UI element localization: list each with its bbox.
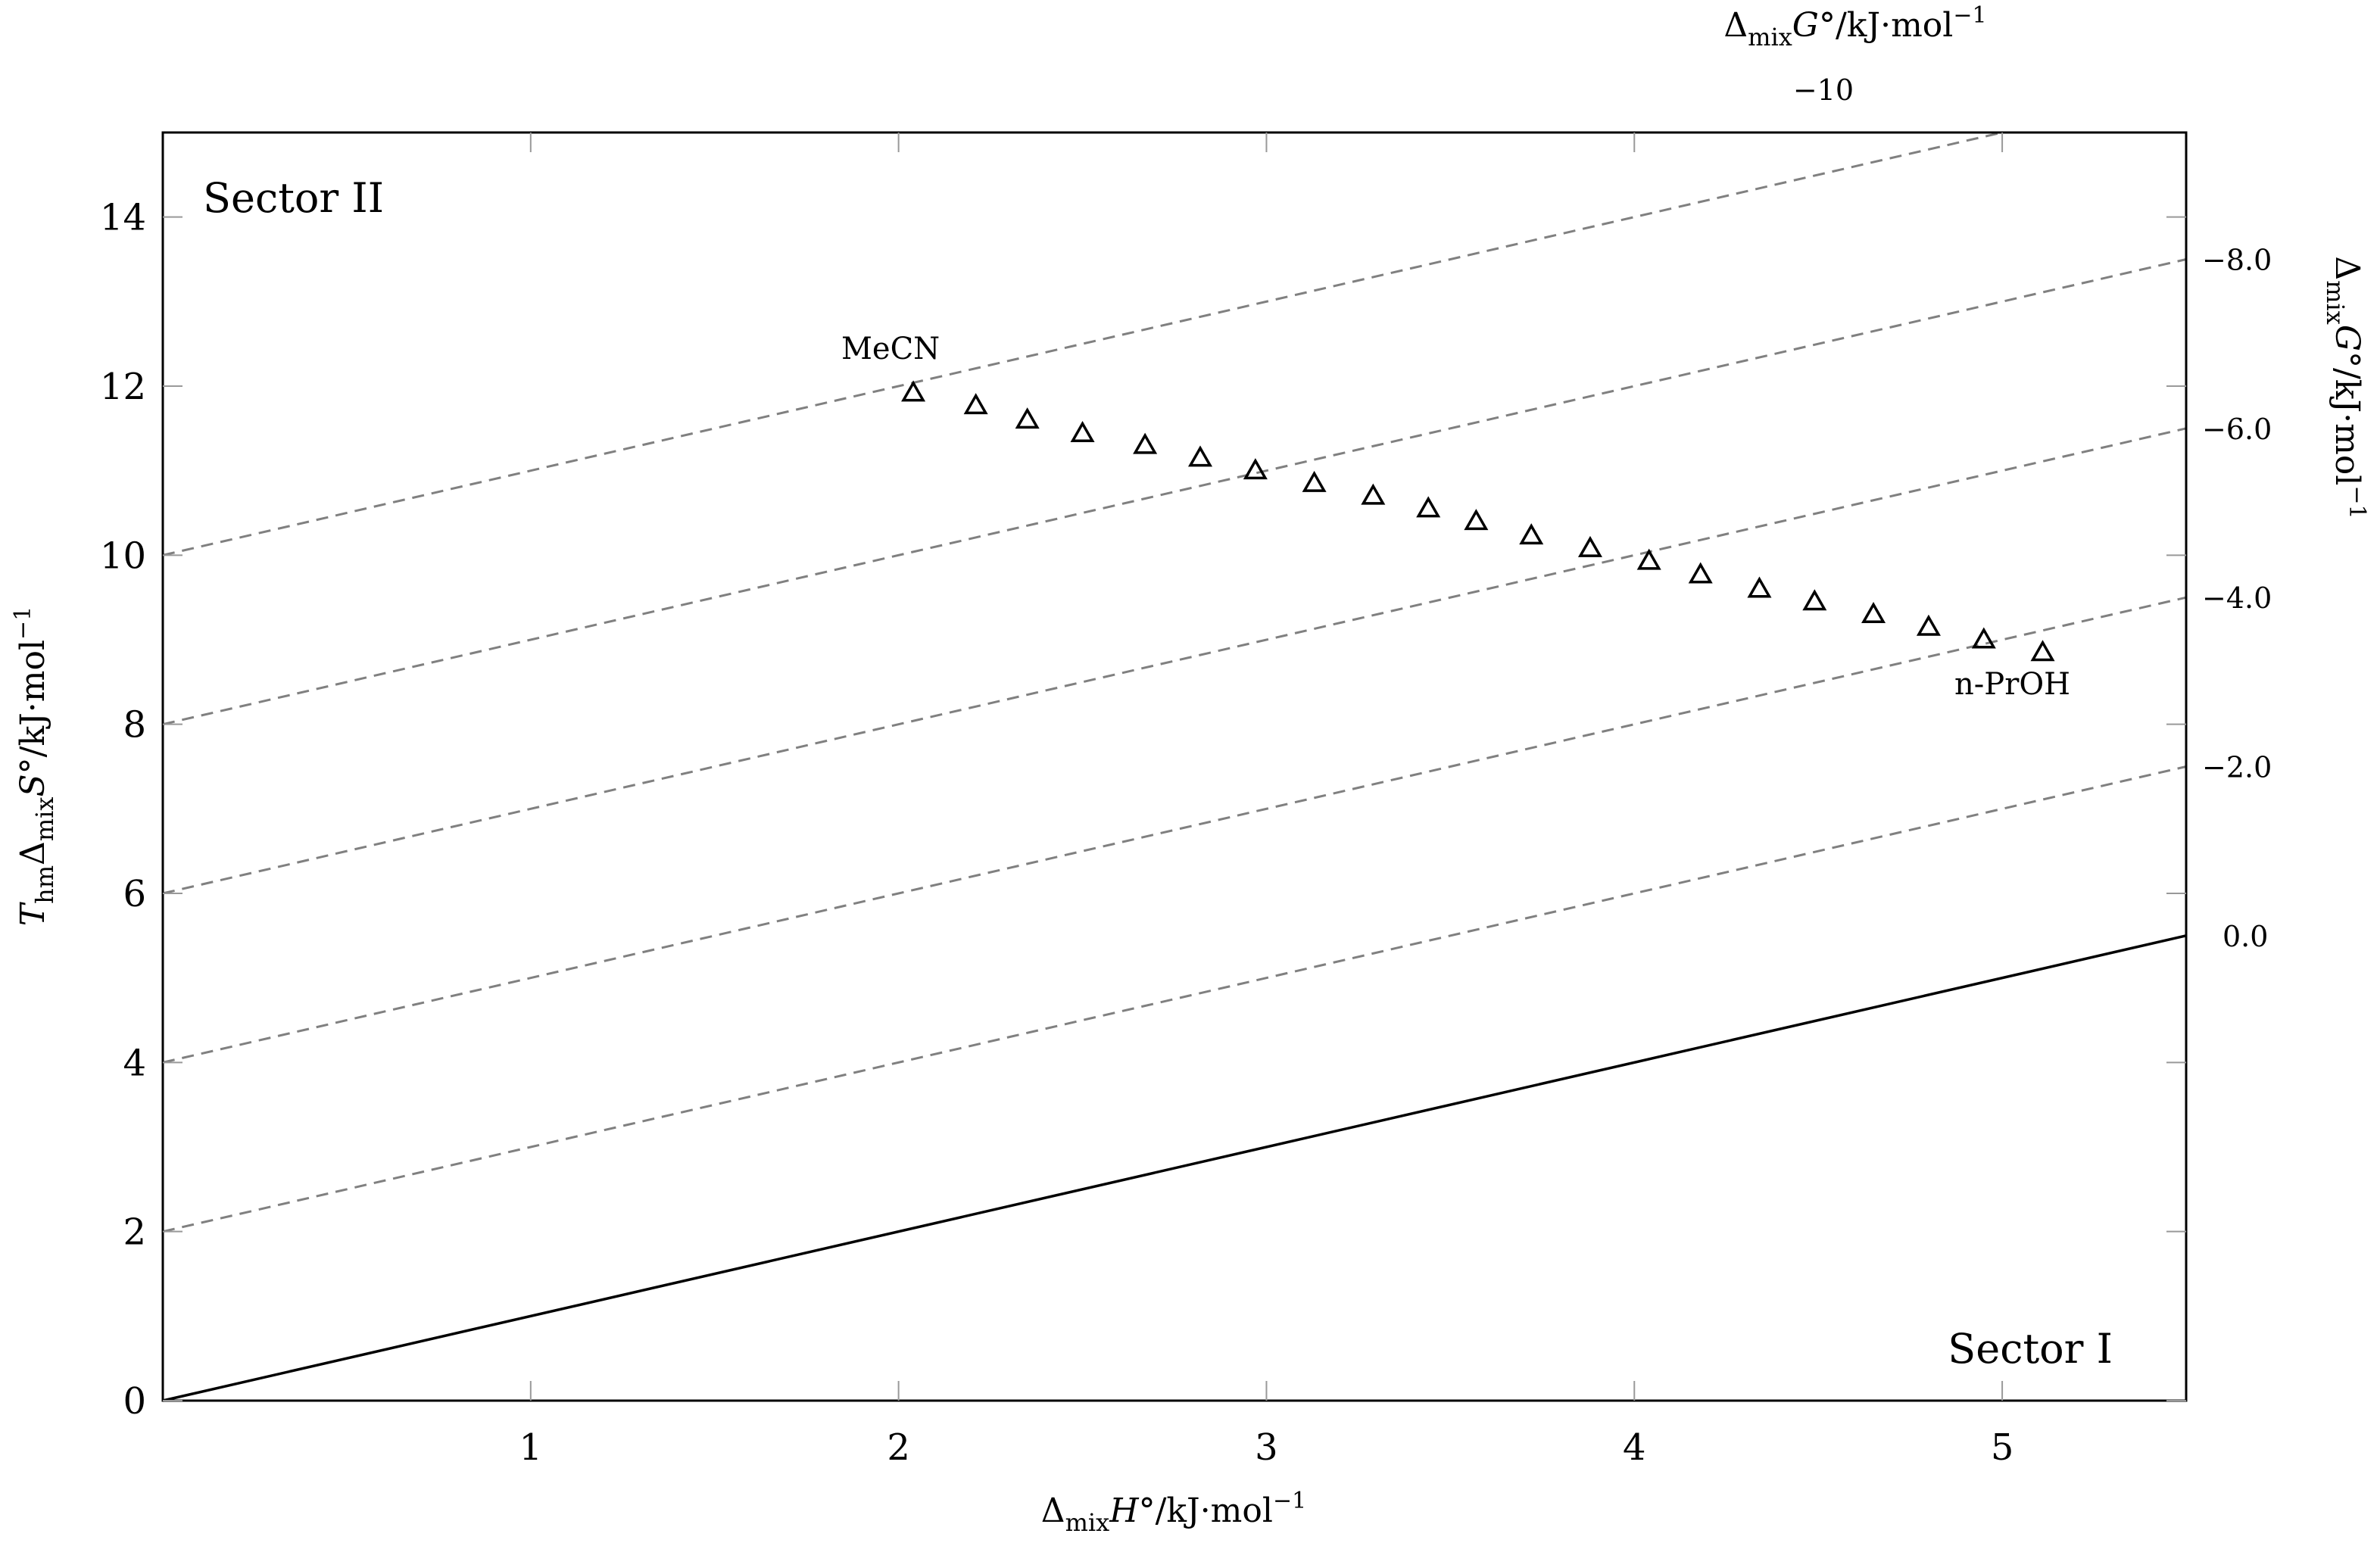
x-tick-label: 2 [887, 1426, 910, 1469]
data-point [1519, 523, 1544, 545]
y-tick-label: 10 [100, 535, 146, 577]
y-tick-label: 6 [123, 873, 146, 915]
n-proh-label: n-PrOH [1954, 667, 2070, 702]
data-point [1133, 432, 1158, 454]
data-point [1916, 614, 1941, 636]
right-tick-label: −6.0 [2202, 413, 2272, 446]
data-point [1861, 601, 1886, 623]
iso-g-lines [162, 131, 2187, 1233]
data-point [1361, 483, 1386, 505]
reference-line-solid [162, 934, 2187, 1402]
x-tick-label: 3 [1255, 1426, 1278, 1469]
data-point [901, 380, 926, 402]
sector-ii-label: Sector II [203, 174, 384, 222]
data-point [2030, 640, 2055, 662]
y-tick-label: 12 [100, 366, 146, 408]
right-tick-label: −4.0 [2202, 581, 2272, 615]
y-tick-label: 8 [123, 704, 146, 747]
x-tick-label: 1 [519, 1426, 543, 1469]
x-tick-label: 5 [1991, 1426, 2014, 1469]
reference-line [162, 934, 2187, 1402]
data-point [1802, 589, 1827, 611]
top-axis-title: ΔmixG°/kJ·mol−1 [1723, 2, 1986, 51]
data-point [1577, 535, 1602, 557]
iso-g-line [162, 765, 2187, 1233]
mecn-label: MeCN [841, 332, 940, 366]
x-axis-title: ΔmixH°/kJ·mol−1 [1041, 1488, 1306, 1537]
x-tick-label: 4 [1623, 1426, 1646, 1469]
right-tick-label: 0.0 [2222, 920, 2268, 953]
data-point [963, 393, 988, 415]
iso-g-line [162, 258, 2187, 726]
chart-labels: 1 2 3 4 5024681012140.0−2.0−4.0−6.0−8.0−10Se… [100, 73, 2272, 1469]
y-tick-label: 0 [123, 1380, 146, 1423]
data-point [1464, 509, 1489, 531]
right-tick-label: −2.0 [2202, 751, 2272, 784]
iso-g-line [162, 131, 2003, 556]
data-point [1243, 458, 1268, 480]
plot-frame [161, 131, 2188, 1402]
y-tick-label: 14 [100, 197, 146, 239]
data-point [1070, 421, 1095, 443]
data-point [1747, 576, 1772, 598]
sector-i-label: Sector I [1948, 1325, 2113, 1373]
y-tick-label: 2 [123, 1211, 146, 1254]
data-markers [901, 380, 2055, 662]
iso-g-line [162, 596, 2187, 1064]
y-tick-label: 4 [123, 1042, 146, 1084]
top-tick-label: −10 [1793, 73, 1854, 107]
data-point [1187, 445, 1213, 467]
right-axis-title: ΔmixG°/kJ·mol−1 [2321, 256, 2370, 519]
y-axis-title: ThmΔmixS°/kJ·mol−1 [10, 606, 59, 927]
axis-ticks [163, 132, 2186, 1401]
data-point [1688, 562, 1713, 584]
iso-g-line [162, 427, 2187, 895]
data-point [1971, 627, 1996, 649]
data-point [1302, 470, 1327, 492]
data-point [1636, 548, 1661, 570]
data-point [1416, 496, 1441, 518]
data-point [1015, 407, 1040, 429]
right-tick-label: −8.0 [2202, 244, 2272, 277]
